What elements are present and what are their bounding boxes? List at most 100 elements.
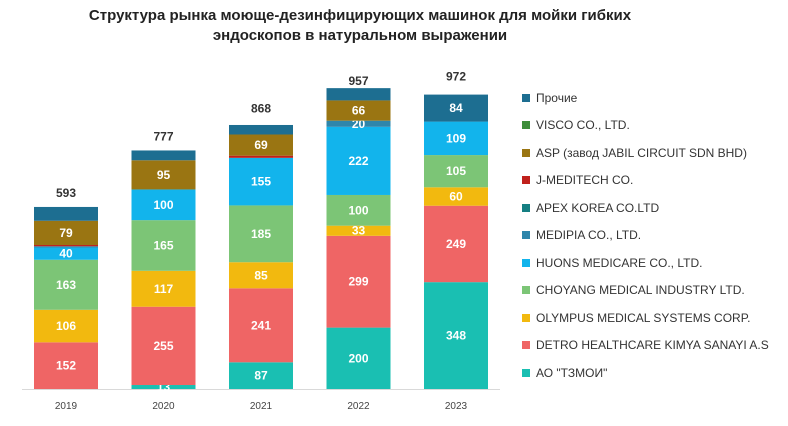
data-label: 40: [59, 247, 73, 261]
x-tick-label: 2021: [250, 401, 273, 412]
data-label: 106: [56, 319, 76, 333]
bar-segment: [131, 160, 196, 190]
data-label: 85: [254, 268, 268, 282]
legend-item: CHOYANG MEDICAL INDUSTRY LTD.: [522, 277, 769, 305]
legend-swatch: [522, 93, 530, 102]
chart-legend: Прочие VISCO CO., LTD. ASP (завод JABIL CI…: [522, 84, 769, 387]
data-label: 255: [153, 339, 173, 353]
total-label: 957: [348, 74, 368, 88]
data-label: 33: [352, 224, 366, 238]
total-label: 972: [446, 70, 466, 84]
x-tick-label: 2020: [152, 401, 175, 412]
total-label: 593: [56, 186, 76, 200]
legend-label: АО "ТЗМОИ": [536, 365, 608, 380]
data-label: 249: [446, 237, 466, 251]
data-label: 95: [157, 168, 171, 182]
bar-segment: [229, 134, 293, 156]
bar-segment: [424, 187, 488, 206]
legend-item: HUONS MEDICARE CO., LTD.: [522, 249, 769, 277]
bar-segment: [424, 155, 488, 188]
bar-segment: [34, 342, 98, 389]
bar-segment: [131, 189, 196, 221]
data-label: 155: [251, 175, 271, 189]
total-label: 868: [251, 102, 271, 116]
bar-segment: [229, 155, 293, 158]
data-label: 117: [154, 282, 174, 296]
data-label: 241: [251, 318, 271, 332]
data-label: 109: [446, 131, 466, 145]
bar-segment: [326, 194, 391, 226]
x-tick-label: 2022: [347, 401, 370, 412]
legend-item: VISCO CO., LTD.: [522, 112, 769, 140]
x-tick-label: 2023: [445, 401, 468, 412]
total-label: 777: [153, 129, 173, 143]
legend-label: J-MEDITECH CO.: [536, 173, 634, 188]
bar-segment: [326, 88, 391, 101]
data-label: 100: [348, 203, 368, 217]
bar-segment: [229, 124, 293, 135]
bar-segment: [424, 205, 488, 283]
bar-segment: [131, 306, 196, 385]
chart-title-line-2: эндоскопов в натуральном выражении: [212, 27, 508, 44]
bar-segment: [131, 220, 196, 271]
legend-swatch: [522, 148, 530, 157]
chart-title-line-1: Структура рынка моюще-дезинфицирующих ма…: [88, 7, 632, 24]
bar-segment: [229, 288, 293, 363]
bar-segment: [326, 327, 391, 389]
data-label: 60: [449, 190, 463, 204]
legend-swatch: [522, 258, 530, 267]
data-label: 87: [254, 369, 268, 383]
bar-segment: [34, 206, 98, 221]
legend-label: DETRO HEALTHCARE KIMYA SANAYI A.S: [536, 338, 769, 353]
data-label: 163: [56, 278, 76, 292]
bar-segment: [326, 225, 391, 236]
legend-label: Прочие: [536, 90, 578, 105]
bar-segment: [229, 362, 293, 389]
bar-segment: [229, 205, 293, 263]
data-label: 185: [251, 227, 271, 241]
data-label: 348: [446, 329, 466, 343]
bar-segment: [326, 235, 391, 328]
data-label: 165: [153, 238, 173, 252]
legend-item: OLYMPUS MEDICAL SYSTEMS CORP.: [522, 304, 769, 332]
chart-title: Структура рынка моюще-дезинфицирующих ма…: [60, 6, 660, 46]
legend-label: ASP (завод JABIL CIRCUIT SDN BHD): [536, 145, 747, 160]
bar-segment: [34, 245, 98, 247]
data-label: 66: [352, 104, 366, 118]
legend-item: ASP (завод JABIL CIRCUIT SDN BHD): [522, 139, 769, 167]
legend-item: DETRO HEALTHCARE KIMYA SANAYI A.S: [522, 332, 769, 360]
bar-segment: [326, 126, 391, 195]
legend-swatch: [522, 203, 530, 212]
legend-label: APEX KOREA CO.LTD: [536, 200, 660, 215]
data-label: 152: [56, 359, 76, 373]
legend-label: CHOYANG MEDICAL INDUSTRY LTD.: [536, 283, 745, 298]
bar-segment: [326, 100, 391, 121]
legend-label: VISCO CO., LTD.: [536, 118, 630, 133]
bar-segment: [229, 262, 293, 289]
legend-item: APEX KOREA CO.LTD: [522, 194, 769, 222]
bar-segment: [131, 150, 196, 161]
data-label: 69: [254, 138, 268, 152]
legend-swatch: [522, 313, 530, 322]
legend-swatch: [522, 176, 530, 185]
legend-item: J-MEDITECH CO.: [522, 167, 769, 195]
legend-item: Прочие: [522, 84, 769, 112]
bar-segment: [326, 120, 391, 127]
bar-segment: [229, 157, 293, 206]
legend-label: MEDIPIA CO., LTD.: [536, 228, 642, 243]
legend-label: HUONS MEDICARE CO., LTD.: [536, 255, 703, 270]
data-label: 222: [348, 154, 368, 168]
data-label: 84: [449, 101, 463, 115]
legend-label: OLYMPUS MEDICAL SYSTEMS CORP.: [536, 310, 751, 325]
bar-segment: [34, 259, 98, 310]
legend-swatch: [522, 368, 530, 377]
legend-swatch: [522, 121, 530, 130]
bar-segment: [424, 121, 488, 156]
bar-segment: [34, 309, 98, 343]
data-label: 79: [59, 226, 73, 240]
bar-segment: [34, 246, 98, 248]
legend-swatch: [522, 286, 530, 295]
data-label: 299: [348, 275, 368, 289]
bar-segment: [131, 385, 196, 389]
